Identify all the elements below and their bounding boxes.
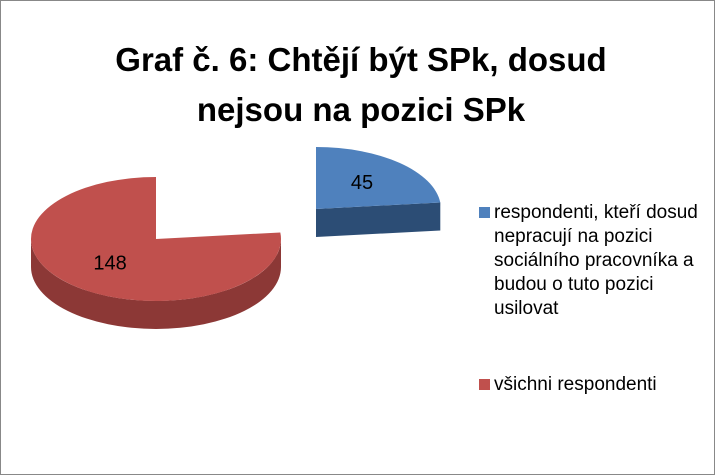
- legend-label: všichni respondenti: [494, 374, 657, 395]
- data-label: 45: [351, 172, 373, 194]
- pie-side: [31, 239, 281, 329]
- legend-item: respondenti, kteří dosud nepracují na po…: [479, 201, 699, 321]
- pie-cut-face: [316, 202, 441, 237]
- legend-swatch: [479, 379, 490, 390]
- pie-slice: [30, 177, 281, 301]
- pie-slice: [316, 147, 441, 209]
- data-label: 148: [93, 253, 126, 275]
- legend-swatch: [479, 207, 490, 218]
- chart-title: Graf č. 6: Chtějí být SPk, dosud nejsou …: [115, 41, 607, 128]
- legend-label: respondenti, kteří dosud nepracují na po…: [494, 202, 698, 319]
- legend-item: všichni respondenti: [479, 373, 699, 397]
